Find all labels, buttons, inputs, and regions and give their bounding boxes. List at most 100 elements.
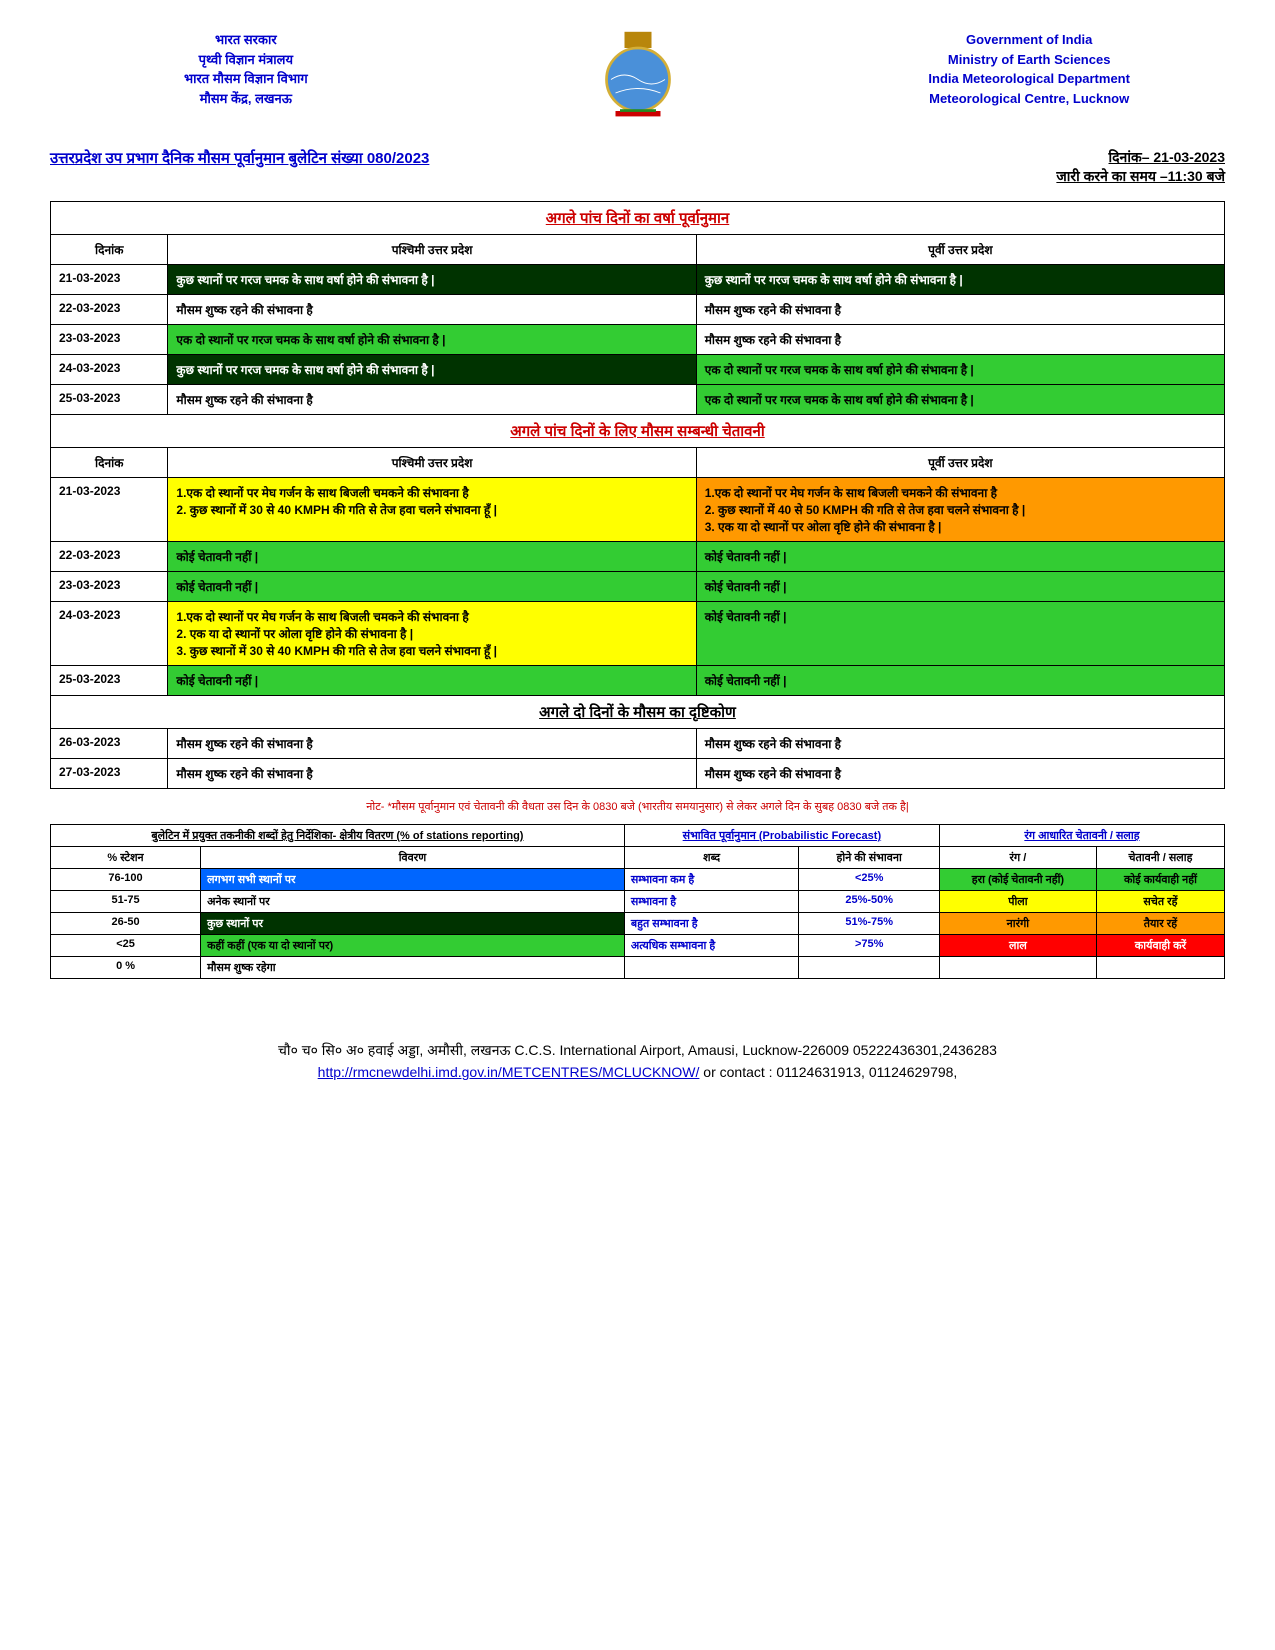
- warn-cell: [1096, 957, 1224, 979]
- word-cell: [624, 957, 799, 979]
- warn-cell: कोई कार्यवाही नहीं: [1096, 869, 1224, 891]
- prob-header: संभावित पूर्वानुमान (Probabilistic Forec…: [624, 825, 939, 847]
- east-warning-cell: कोई चेतावनी नहीं |: [696, 666, 1224, 696]
- date-cell: 23-03-2023: [51, 325, 168, 355]
- header-hindi: भारत सरकारपृथ्वी विज्ञान मंत्रालयभारत मौ…: [50, 30, 442, 108]
- word-cell: अत्यधिक सम्भावना है: [624, 935, 799, 957]
- forecast-row: 24-03-2023 कुछ स्थानों पर गरज चमक के साथ…: [51, 355, 1225, 385]
- color-cell: हरा (कोई चेतावनी नहीं): [939, 869, 1096, 891]
- date-cell: 25-03-2023: [51, 666, 168, 696]
- header-english: Government of IndiaMinistry of Earth Sci…: [833, 30, 1225, 108]
- warning-row: 22-03-2023 कोई चेतावनी नहीं | कोई चेतावन…: [51, 542, 1225, 572]
- footer-contact: or contact : 01124631913, 01124629798,: [699, 1064, 957, 1080]
- imd-emblem-icon: [593, 30, 683, 120]
- pct-cell: 0 %: [51, 957, 201, 979]
- date-block: दिनांक– 21-03-2023 जारी करने का समय –11:…: [1056, 148, 1225, 186]
- date-cell: 25-03-2023: [51, 385, 168, 415]
- west-warning-cell: कोई चेतावनी नहीं |: [168, 572, 696, 602]
- date-cell: 24-03-2023: [51, 602, 168, 666]
- west-warning-cell: कोई चेतावनी नहीं |: [168, 542, 696, 572]
- date-cell: 24-03-2023: [51, 355, 168, 385]
- word-cell: सम्भावना है: [624, 891, 799, 913]
- date-header-2: दिनांक: [51, 448, 168, 478]
- color-cell: पीला: [939, 891, 1096, 913]
- emblem-container: [442, 30, 834, 123]
- color-header: रंग आधारित चेतावनी / सलाह: [939, 825, 1224, 847]
- west-cell: कुछ स्थानों पर गरज चमक के साथ वर्षा होने…: [168, 265, 696, 295]
- west-warning-cell: 1.एक दो स्थानों पर मेघ गर्जन के साथ बिजल…: [168, 478, 696, 542]
- east-header: पूर्वी उत्तर प्रदेश: [696, 235, 1224, 265]
- word-label: शब्द: [624, 847, 799, 869]
- validity-note: नोट- *मौसम पूर्वानुमान एवं चेतावनी की वै…: [50, 799, 1225, 814]
- date-cell: 23-03-2023: [51, 572, 168, 602]
- legend-table: बुलेटिन में प्रयुक्त तकनीकी शब्दों हेतु …: [50, 824, 1225, 979]
- date-cell: 22-03-2023: [51, 295, 168, 325]
- west-header-2: पश्चिमी उत्तर प्रदेश: [168, 448, 696, 478]
- legend-row: 0 % मौसम शुष्क रहेगा: [51, 957, 1225, 979]
- date-cell: 27-03-2023: [51, 759, 168, 789]
- word-cell: सम्भावना कम है: [624, 869, 799, 891]
- warn-label: चेतावनी / सलाह: [1096, 847, 1224, 869]
- forecast-row: 25-03-2023 मौसम शुष्क रहने की संभावना है…: [51, 385, 1225, 415]
- outlook-row: 27-03-2023 मौसम शुष्क रहने की संभावना है…: [51, 759, 1225, 789]
- desc-cell: मौसम शुष्क रहेगा: [201, 957, 625, 979]
- date-cell: 22-03-2023: [51, 542, 168, 572]
- east-outlook-cell: मौसम शुष्क रहने की संभावना है: [696, 759, 1224, 789]
- east-warning-cell: कोई चेतावनी नहीं |: [696, 572, 1224, 602]
- east-header-2: पूर्वी उत्तर प्रदेश: [696, 448, 1224, 478]
- forecast-row: 21-03-2023 कुछ स्थानों पर गरज चमक के साथ…: [51, 265, 1225, 295]
- date-cell: 26-03-2023: [51, 729, 168, 759]
- issue-time: जारी करने का समय –11:30 बजे: [1056, 167, 1225, 186]
- footer-link[interactable]: http://rmcnewdelhi.imd.gov.in/METCENTRES…: [318, 1064, 700, 1080]
- east-warning-cell: कोई चेतावनी नहीं |: [696, 602, 1224, 666]
- east-outlook-cell: मौसम शुष्क रहने की संभावना है: [696, 729, 1224, 759]
- east-cell: एक दो स्थानों पर गरज चमक के साथ वर्षा हो…: [696, 385, 1224, 415]
- desc-cell: अनेक स्थानों पर: [201, 891, 625, 913]
- west-warning-cell: कोई चेतावनी नहीं |: [168, 666, 696, 696]
- prob-cell: [799, 957, 939, 979]
- chance-label: होने की संभावना: [799, 847, 939, 869]
- forecast-row: 22-03-2023 मौसम शुष्क रहने की संभावना है…: [51, 295, 1225, 325]
- pct-label: % स्टेशन: [51, 847, 201, 869]
- prob-cell: 51%-75%: [799, 913, 939, 935]
- warning-heading: अगले पांच दिनों के लिए मौसम सम्बन्धी चेत…: [51, 415, 1225, 448]
- desc-cell: कुछ स्थानों पर: [201, 913, 625, 935]
- warn-cell: तैयार रहें: [1096, 913, 1224, 935]
- bulletin-title: उत्तरप्रदेश उप प्रभाग दैनिक मौसम पूर्वान…: [50, 148, 429, 186]
- warn-cell: सचेत रहें: [1096, 891, 1224, 913]
- prob-cell: >75%: [799, 935, 939, 957]
- east-cell: कुछ स्थानों पर गरज चमक के साथ वर्षा होने…: [696, 265, 1224, 295]
- west-cell: मौसम शुष्क रहने की संभावना है: [168, 385, 696, 415]
- warning-row: 25-03-2023 कोई चेतावनी नहीं | कोई चेतावन…: [51, 666, 1225, 696]
- desc-cell: कहीं कहीं (एक या दो स्थानों पर): [201, 935, 625, 957]
- pct-cell: 26-50: [51, 913, 201, 935]
- pct-cell: <25: [51, 935, 201, 957]
- issue-date: दिनांक– 21-03-2023: [1056, 148, 1225, 167]
- west-cell: एक दो स्थानों पर गरज चमक के साथ वर्षा हो…: [168, 325, 696, 355]
- outlook-heading: अगले दो दिनों के मौसम का दृष्टिकोण: [51, 696, 1225, 729]
- west-cell: मौसम शुष्क रहने की संभावना है: [168, 295, 696, 325]
- document-header: भारत सरकारपृथ्वी विज्ञान मंत्रालयभारत मौ…: [50, 30, 1225, 123]
- color-cell: नारंगी: [939, 913, 1096, 935]
- east-cell: एक दो स्थानों पर गरज चमक के साथ वर्षा हो…: [696, 355, 1224, 385]
- east-warning-cell: कोई चेतावनी नहीं |: [696, 542, 1224, 572]
- legend-row: 26-50 कुछ स्थानों पर बहुत सम्भावना है 51…: [51, 913, 1225, 935]
- footer: चौ० च० सि० अ० हवाई अड्डा, अमौसी, लखनऊ C.…: [50, 1039, 1225, 1084]
- warning-row: 24-03-2023 1.एक दो स्थानों पर मेघ गर्जन …: [51, 602, 1225, 666]
- warning-row: 21-03-2023 1.एक दो स्थानों पर मेघ गर्जन …: [51, 478, 1225, 542]
- west-cell: कुछ स्थानों पर गरज चमक के साथ वर्षा होने…: [168, 355, 696, 385]
- legend-row: 51-75 अनेक स्थानों पर सम्भावना है 25%-50…: [51, 891, 1225, 913]
- color-label: रंग /: [939, 847, 1096, 869]
- forecast-heading: अगले पांच दिनों का वर्षा पूर्वानुमान: [51, 202, 1225, 235]
- color-cell: [939, 957, 1096, 979]
- word-cell: बहुत सम्भावना है: [624, 913, 799, 935]
- east-cell: मौसम शुष्क रहने की संभावना है: [696, 325, 1224, 355]
- warning-row: 23-03-2023 कोई चेतावनी नहीं | कोई चेतावन…: [51, 572, 1225, 602]
- east-warning-cell: 1.एक दो स्थानों पर मेघ गर्जन के साथ बिजल…: [696, 478, 1224, 542]
- forecast-row: 23-03-2023 एक दो स्थानों पर गरज चमक के स…: [51, 325, 1225, 355]
- title-row: उत्तरप्रदेश उप प्रभाग दैनिक मौसम पूर्वान…: [50, 148, 1225, 186]
- footer-address: चौ० च० सि० अ० हवाई अड्डा, अमौसी, लखनऊ C.…: [278, 1042, 997, 1058]
- desc-label: विवरण: [201, 847, 625, 869]
- west-outlook-cell: मौसम शुष्क रहने की संभावना है: [168, 729, 696, 759]
- legend-row: 76-100 लगभग सभी स्थानों पर सम्भावना कम ह…: [51, 869, 1225, 891]
